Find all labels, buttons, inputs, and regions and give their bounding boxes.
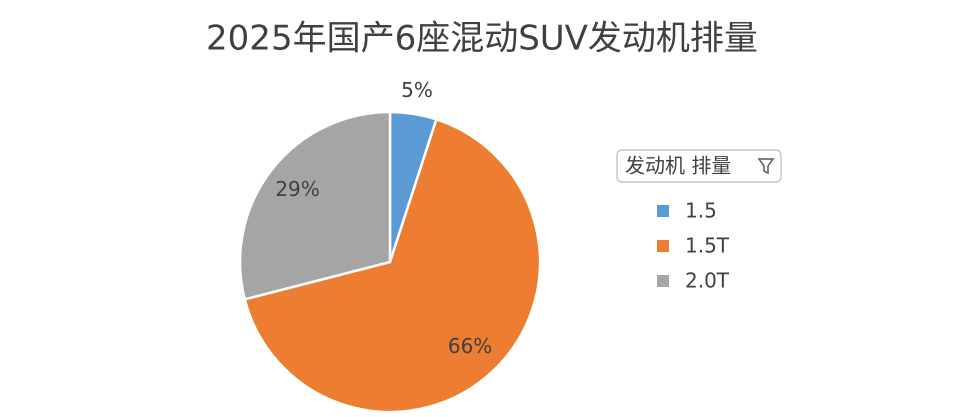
pie: 5% 66% 29% [238, 78, 542, 414]
legend-swatch [657, 240, 669, 252]
legend-swatch [657, 275, 669, 287]
legend-label: 1.5 [685, 199, 717, 223]
filter-icon [757, 158, 775, 175]
legend-title: 发动机 排量 [625, 154, 731, 178]
data-label: 5% [401, 78, 433, 102]
legend-swatch [657, 205, 669, 217]
legend: 1.5 1.5T 2.0T [657, 199, 730, 293]
pie-slice [243, 117, 542, 414]
data-label: 66% [448, 334, 492, 358]
data-label: 29% [275, 177, 319, 201]
pie-slice [238, 110, 392, 301]
legend-label: 1.5T [685, 234, 730, 258]
legend-label: 2.0T [685, 269, 730, 293]
legend-header-box [616, 149, 782, 183]
chart-title: 2025年国产6座混动SUV发动机排量 [206, 19, 758, 59]
legend-header[interactable]: 发动机 排量 [616, 149, 782, 183]
